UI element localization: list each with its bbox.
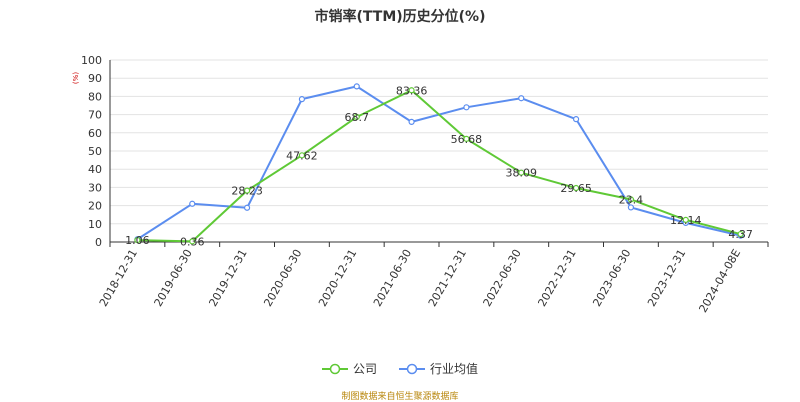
legend: 公司 行业均值 — [0, 360, 800, 377]
data-label: 68.7 — [345, 111, 370, 124]
data-label: 83.36 — [396, 84, 428, 97]
y-tick-label: 100 — [81, 54, 102, 67]
x-tick-label: 2019-06-30 — [152, 247, 195, 309]
data-point-industry — [409, 119, 414, 124]
legend-item-industry[interactable]: 行业均值 — [399, 360, 478, 377]
data-label: 1.06 — [125, 234, 150, 247]
data-label: 56.68 — [451, 133, 483, 146]
y-axis-unit: (%) — [72, 72, 80, 84]
x-tick-label: 2022-12-31 — [535, 247, 578, 309]
y-tick-label: 30 — [88, 181, 102, 194]
series-line-industry — [137, 86, 740, 239]
data-label: 28.23 — [231, 185, 263, 198]
data-label: 38.09 — [506, 167, 538, 180]
data-point-industry — [464, 105, 469, 110]
x-tick-label: 2024-04-08E — [696, 247, 743, 315]
x-tick-label: 2022-06-30 — [481, 247, 524, 309]
data-point-industry — [299, 97, 304, 102]
x-tick-label: 2021-12-31 — [426, 247, 469, 309]
data-point-industry — [354, 84, 359, 89]
data-point-industry — [190, 201, 195, 206]
x-tick-label: 2018-12-31 — [97, 247, 140, 309]
data-point-industry — [245, 205, 250, 210]
x-tick-label: 2020-12-31 — [316, 247, 359, 309]
data-point-industry — [519, 96, 524, 101]
grid-layer — [110, 60, 768, 224]
x-tick-label: 2023-06-30 — [590, 247, 633, 309]
legend-swatch-company — [322, 363, 348, 375]
x-tick-label: 2019-12-31 — [206, 247, 249, 309]
series-layer — [135, 84, 743, 244]
legend-item-company[interactable]: 公司 — [322, 360, 377, 377]
y-tick-label: 40 — [88, 163, 102, 176]
data-point-industry — [574, 117, 579, 122]
y-tick-label: 80 — [88, 90, 102, 103]
y-tick-label: 50 — [88, 145, 102, 158]
legend-label-industry: 行业均值 — [430, 360, 478, 377]
x-tick-label: 2020-06-30 — [261, 247, 304, 309]
data-label: 47.62 — [286, 149, 318, 162]
y-tick-label: 20 — [88, 200, 102, 213]
x-tick-label: 2023-12-31 — [645, 247, 688, 309]
y-tick-label: 0 — [95, 236, 102, 249]
y-tick-label: 10 — [88, 218, 102, 231]
legend-swatch-industry — [399, 363, 425, 375]
data-label: 12.14 — [670, 214, 702, 227]
data-label: 0.36 — [180, 235, 205, 248]
legend-label-company: 公司 — [353, 360, 377, 377]
data-label: 4.37 — [728, 228, 753, 241]
data-label: 29.65 — [560, 182, 592, 195]
y-tick-label: 70 — [88, 109, 102, 122]
y-tick-label: 60 — [88, 127, 102, 140]
data-label: 23.4 — [619, 193, 644, 206]
y-tick-label: 90 — [88, 72, 102, 85]
x-tick-label: 2021-06-30 — [371, 247, 414, 309]
source-note: 制图数据来自恒生聚源数据库 — [0, 389, 800, 402]
series-line-company — [137, 90, 740, 241]
